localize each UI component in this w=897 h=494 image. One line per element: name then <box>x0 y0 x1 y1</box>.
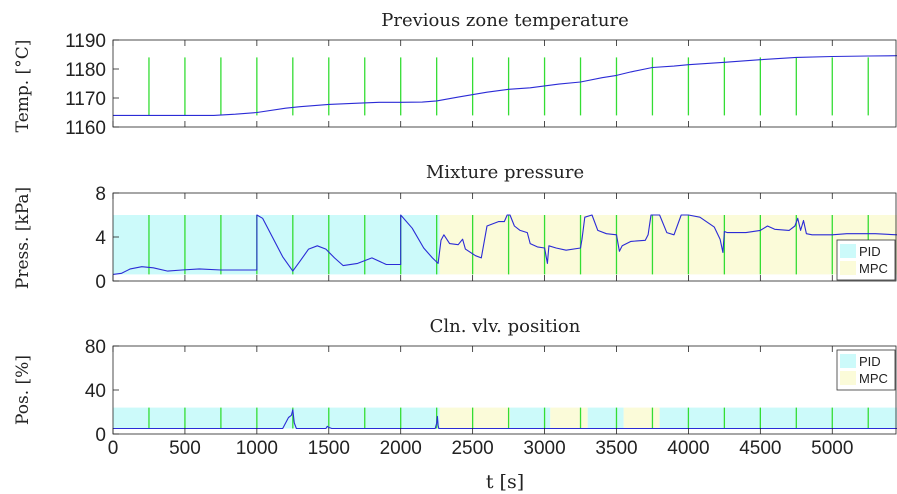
panel-pos-title: Cln. vlv. position <box>430 316 581 337</box>
panel-temp-ylabel: Temp. [°C] <box>13 40 33 133</box>
legend-swatch-mpc <box>840 371 856 385</box>
x-axis-label: t [s] <box>486 471 524 493</box>
legend-label-pid: PID <box>859 244 881 259</box>
y-tick-label: 80 <box>85 337 106 358</box>
y-tick-label: 1180 <box>65 60 106 81</box>
series-line <box>113 409 897 430</box>
mode-band-mpc <box>439 215 897 275</box>
y-tick-label: 1160 <box>65 118 106 139</box>
y-tick-label: 4 <box>95 228 106 249</box>
x-tick-label: 3000 <box>523 438 565 459</box>
series-line <box>113 55 897 116</box>
mode-band-pid <box>587 407 624 429</box>
y-tick-label: 0 <box>95 425 106 446</box>
panel-temp-title: Previous zone temperature <box>381 10 629 31</box>
mode-band-pid <box>113 407 440 429</box>
y-tick-label: 1190 <box>65 31 106 52</box>
x-tick-label: 5000 <box>811 438 853 459</box>
panel-pos: 0 40 80 0 500 1000 1500 2000 2500 3000 3500 4000 450… <box>85 337 897 459</box>
panel-press-ylabel: Press. [kPa] <box>13 187 33 289</box>
legend-swatch-pid <box>840 354 856 368</box>
x-tick-label: 500 <box>169 438 201 459</box>
legend-swatch-pid <box>840 244 856 258</box>
axes-box <box>112 39 897 128</box>
x-tick-label: 1000 <box>236 438 278 459</box>
legend: PID MPC <box>836 239 896 281</box>
legend-label-mpc: MPC <box>859 261 888 276</box>
y-tick-label: 40 <box>85 381 106 402</box>
legend-swatch-mpc <box>840 261 856 275</box>
mode-band-pid <box>510 407 551 429</box>
legend: PID MPC <box>836 349 896 391</box>
legend-label-pid: PID <box>859 354 881 369</box>
y-tick-label: 1170 <box>65 89 106 110</box>
legend-label-mpc: MPC <box>859 371 888 386</box>
x-tick-label: 3500 <box>595 438 637 459</box>
x-tick-label: 0 <box>108 438 119 459</box>
y-tick-label: 8 <box>95 184 106 205</box>
x-tick-label: 2000 <box>380 438 422 459</box>
x-tick-label: 4500 <box>739 438 781 459</box>
mode-band-mpc <box>439 407 511 429</box>
mode-band-mpc <box>623 407 660 429</box>
panel-temp: 1160 1170 1180 1190 <box>65 31 897 139</box>
mode-band-mpc <box>550 407 588 429</box>
mode-band-pid <box>659 407 897 429</box>
y-tick-label: 0 <box>95 272 106 293</box>
x-tick-label: 4000 <box>667 438 709 459</box>
x-tick-label: 2500 <box>451 438 493 459</box>
panel-press: 0 4 8 PID MPC <box>95 184 897 293</box>
series-line <box>112 214 897 275</box>
panel-press-title: Mixture pressure <box>426 162 584 183</box>
x-tick-label: 1500 <box>308 438 350 459</box>
panel-pos-ylabel: Pos. [%] <box>13 355 33 425</box>
